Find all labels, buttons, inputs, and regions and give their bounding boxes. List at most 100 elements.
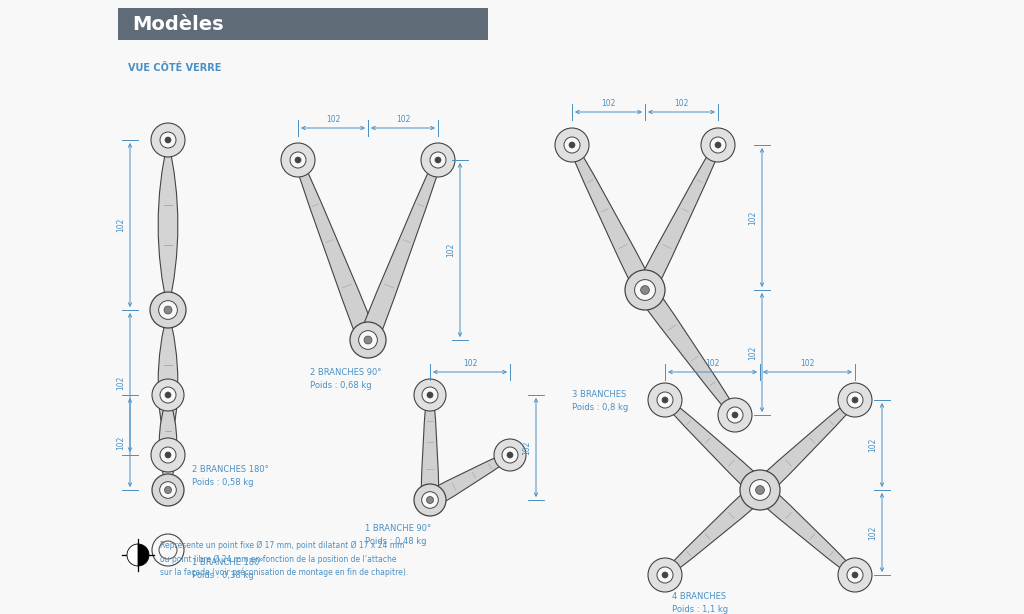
Circle shape (165, 137, 171, 143)
Circle shape (710, 137, 726, 153)
Circle shape (160, 132, 176, 148)
Text: Poids : 0,48 kg: Poids : 0,48 kg (365, 537, 427, 546)
Circle shape (657, 567, 673, 583)
Text: Poids : 0,8 kg: Poids : 0,8 kg (572, 403, 629, 412)
Text: Poids : 1,1 kg: Poids : 1,1 kg (672, 605, 728, 614)
Circle shape (852, 397, 858, 403)
PathPatch shape (568, 143, 654, 295)
Text: Modèles: Modèles (132, 15, 223, 34)
Text: 102: 102 (868, 438, 877, 452)
Text: 102: 102 (116, 375, 125, 390)
Text: 102: 102 (868, 526, 877, 540)
Text: 102: 102 (116, 435, 125, 449)
Circle shape (426, 497, 433, 503)
PathPatch shape (754, 397, 857, 497)
Circle shape (727, 407, 743, 423)
Text: Représente un point fixe Ø 17 mm, point dilatant Ø 17 x 24 mm
ou point libre Ø 2: Représente un point fixe Ø 17 mm, point … (160, 541, 409, 577)
Circle shape (847, 392, 863, 408)
Circle shape (569, 142, 575, 148)
Circle shape (421, 143, 455, 177)
Circle shape (159, 301, 177, 319)
Circle shape (756, 486, 764, 494)
Text: 102: 102 (601, 99, 615, 108)
Circle shape (160, 387, 176, 403)
Circle shape (427, 392, 433, 398)
PathPatch shape (294, 158, 377, 344)
Circle shape (718, 398, 752, 432)
Circle shape (290, 152, 306, 168)
Text: VUE CÔTÉ VERRE: VUE CÔTÉ VERRE (128, 63, 221, 73)
Text: 102: 102 (801, 359, 815, 368)
Circle shape (358, 331, 378, 349)
PathPatch shape (636, 143, 722, 295)
Circle shape (295, 157, 301, 163)
Circle shape (847, 567, 863, 583)
Circle shape (414, 484, 446, 516)
Wedge shape (127, 544, 138, 566)
Text: 102: 102 (446, 243, 455, 257)
Circle shape (838, 383, 872, 417)
Circle shape (838, 558, 872, 592)
Text: 102: 102 (748, 211, 757, 225)
Text: 2 BRANCHES 90°: 2 BRANCHES 90° (310, 368, 381, 377)
Circle shape (151, 438, 185, 472)
Circle shape (152, 379, 184, 411)
Circle shape (635, 279, 655, 300)
Text: 4 BRANCHES: 4 BRANCHES (672, 592, 726, 601)
Text: 102: 102 (396, 115, 411, 124)
Text: 102: 102 (116, 218, 125, 232)
Text: 102: 102 (463, 359, 477, 368)
Circle shape (662, 572, 668, 578)
Text: Poids : 0,68 kg: Poids : 0,68 kg (310, 381, 372, 390)
Circle shape (165, 392, 171, 398)
Circle shape (165, 486, 172, 494)
Text: 102: 102 (522, 440, 531, 455)
Circle shape (422, 387, 438, 403)
Circle shape (701, 128, 735, 162)
Circle shape (740, 470, 780, 510)
PathPatch shape (663, 483, 766, 578)
Circle shape (152, 534, 184, 566)
Circle shape (732, 412, 738, 418)
Circle shape (152, 474, 184, 506)
Circle shape (422, 492, 438, 508)
Circle shape (159, 541, 177, 559)
Circle shape (281, 143, 315, 177)
Circle shape (641, 286, 649, 294)
Text: 102: 102 (706, 359, 720, 368)
Text: Poids : 0,38 kg: Poids : 0,38 kg (193, 571, 254, 580)
Circle shape (414, 379, 446, 411)
Circle shape (165, 452, 171, 458)
Text: 102: 102 (326, 115, 340, 124)
PathPatch shape (159, 395, 177, 490)
Circle shape (151, 123, 185, 157)
Text: 2 BRANCHES 180°: 2 BRANCHES 180° (193, 465, 268, 474)
Circle shape (502, 447, 518, 463)
Circle shape (365, 336, 372, 344)
Circle shape (715, 142, 721, 148)
Text: 3 BRANCHES: 3 BRANCHES (572, 390, 627, 399)
Circle shape (435, 157, 441, 163)
Text: Poids : 0,58 kg: Poids : 0,58 kg (193, 478, 254, 487)
PathPatch shape (358, 158, 441, 344)
Text: 1 BRANCHE 90°: 1 BRANCHE 90° (365, 524, 431, 533)
PathPatch shape (158, 310, 178, 455)
Circle shape (507, 452, 513, 458)
Circle shape (648, 383, 682, 417)
Circle shape (564, 137, 580, 153)
Circle shape (625, 270, 665, 310)
Circle shape (160, 447, 176, 463)
Circle shape (494, 439, 526, 471)
Circle shape (160, 481, 176, 499)
Text: 102: 102 (748, 345, 757, 360)
PathPatch shape (754, 483, 857, 578)
Circle shape (662, 397, 668, 403)
Circle shape (657, 392, 673, 408)
Circle shape (750, 480, 770, 500)
PathPatch shape (426, 452, 512, 508)
Bar (118, 8, 488, 40)
Text: 1 BRANCHE 180°: 1 BRANCHE 180° (193, 558, 263, 567)
PathPatch shape (663, 397, 767, 497)
Wedge shape (138, 544, 150, 566)
Circle shape (150, 292, 186, 328)
